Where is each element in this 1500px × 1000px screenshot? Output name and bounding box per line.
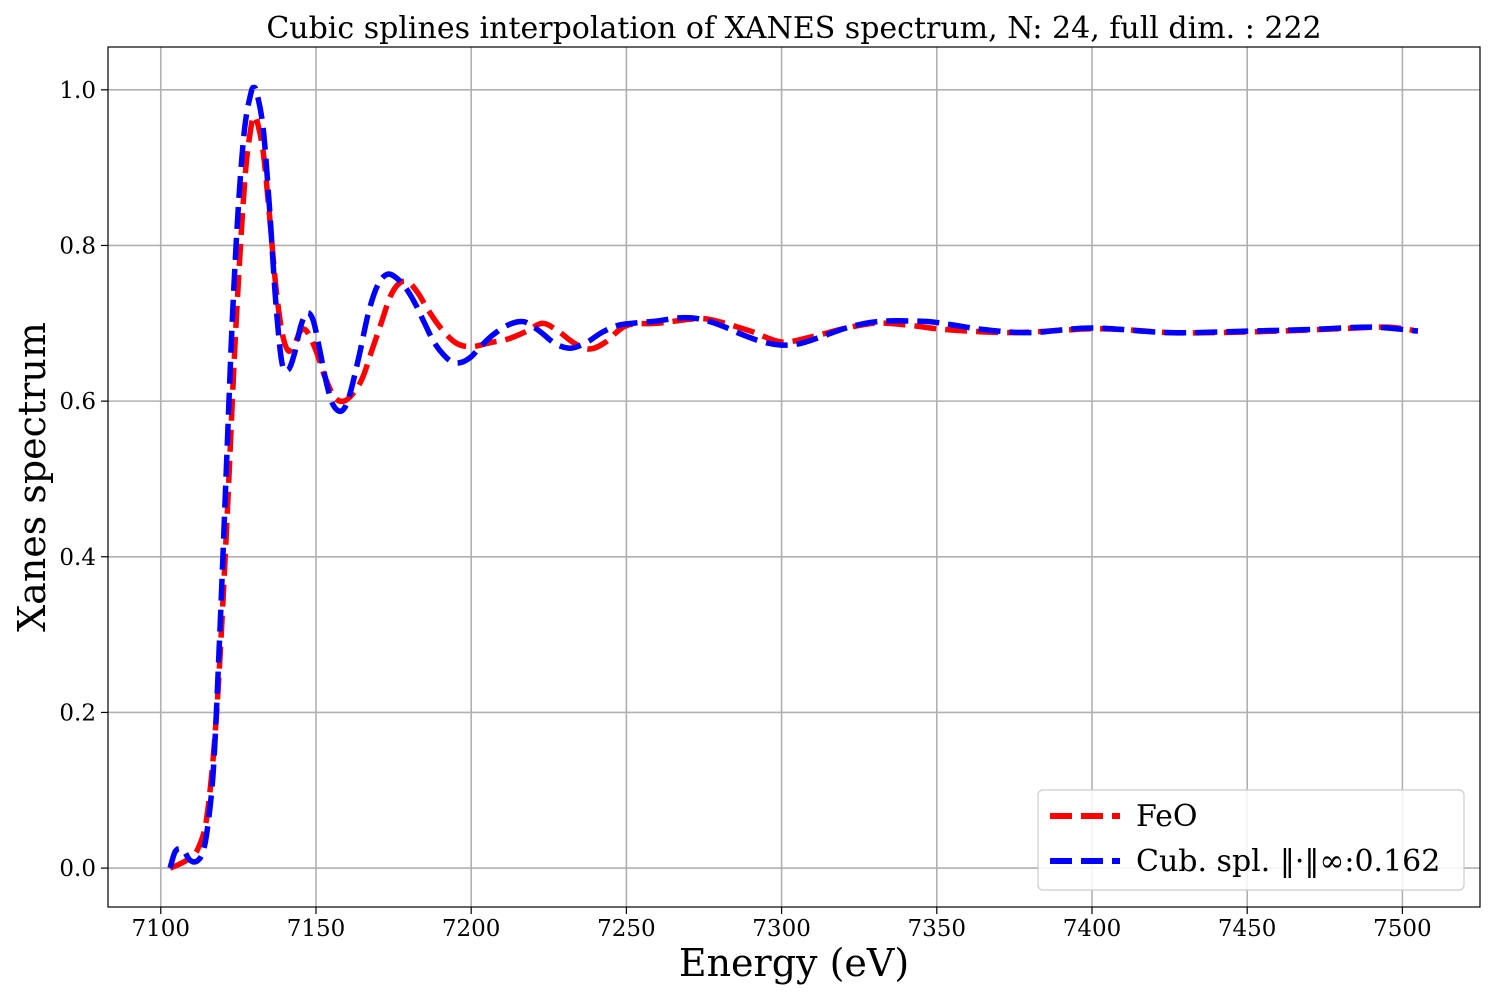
y-tick-label: 0.6 [59, 389, 96, 415]
x-tick-label: 7500 [1373, 916, 1432, 942]
series-line-feo [169, 113, 1419, 871]
x-tick-label: 7150 [287, 916, 346, 942]
legend-box [1037, 789, 1465, 891]
y-tick-label: 0.2 [59, 700, 96, 726]
y-tick-label: 0.0 [59, 856, 96, 882]
y-tick-label: 0.8 [59, 233, 96, 259]
y-tick-label: 0.4 [59, 545, 96, 571]
series-line-cubic-spline [167, 84, 1419, 869]
x-tick-label: 7200 [442, 916, 501, 942]
y-tick-label: 1.0 [59, 78, 96, 104]
y-axis-title: Xanes spectrum [10, 322, 54, 632]
x-tick-label: 7400 [1063, 916, 1122, 942]
x-axis-title: Energy (eV) [679, 941, 909, 985]
series-layer [167, 84, 1419, 871]
chart-title: Cubic splines interpolation of XANES spe… [266, 11, 1321, 46]
x-tick-label: 7300 [752, 916, 811, 942]
grid-lines [108, 47, 1480, 907]
y-axis-ticks: 0.0 0.2 0.4 0.6 0.8 1.0 [59, 78, 108, 882]
legend: FeO Cub. spl. ‖·‖∞:0.162 [1037, 789, 1465, 891]
x-tick-label: 7350 [908, 916, 967, 942]
legend-label-feo: FeO [1136, 799, 1198, 834]
x-axis-ticks: 7100 7150 7200 7250 7300 7350 7400 7450 7500 [131, 907, 1432, 942]
legend-label-cubic-spline: Cub. spl. ‖·‖∞:0.162 [1136, 844, 1440, 879]
x-tick-label: 7100 [131, 916, 190, 942]
plot-frame [107, 46, 1481, 908]
x-tick-label: 7450 [1218, 916, 1277, 942]
x-tick-label: 7250 [597, 916, 656, 942]
